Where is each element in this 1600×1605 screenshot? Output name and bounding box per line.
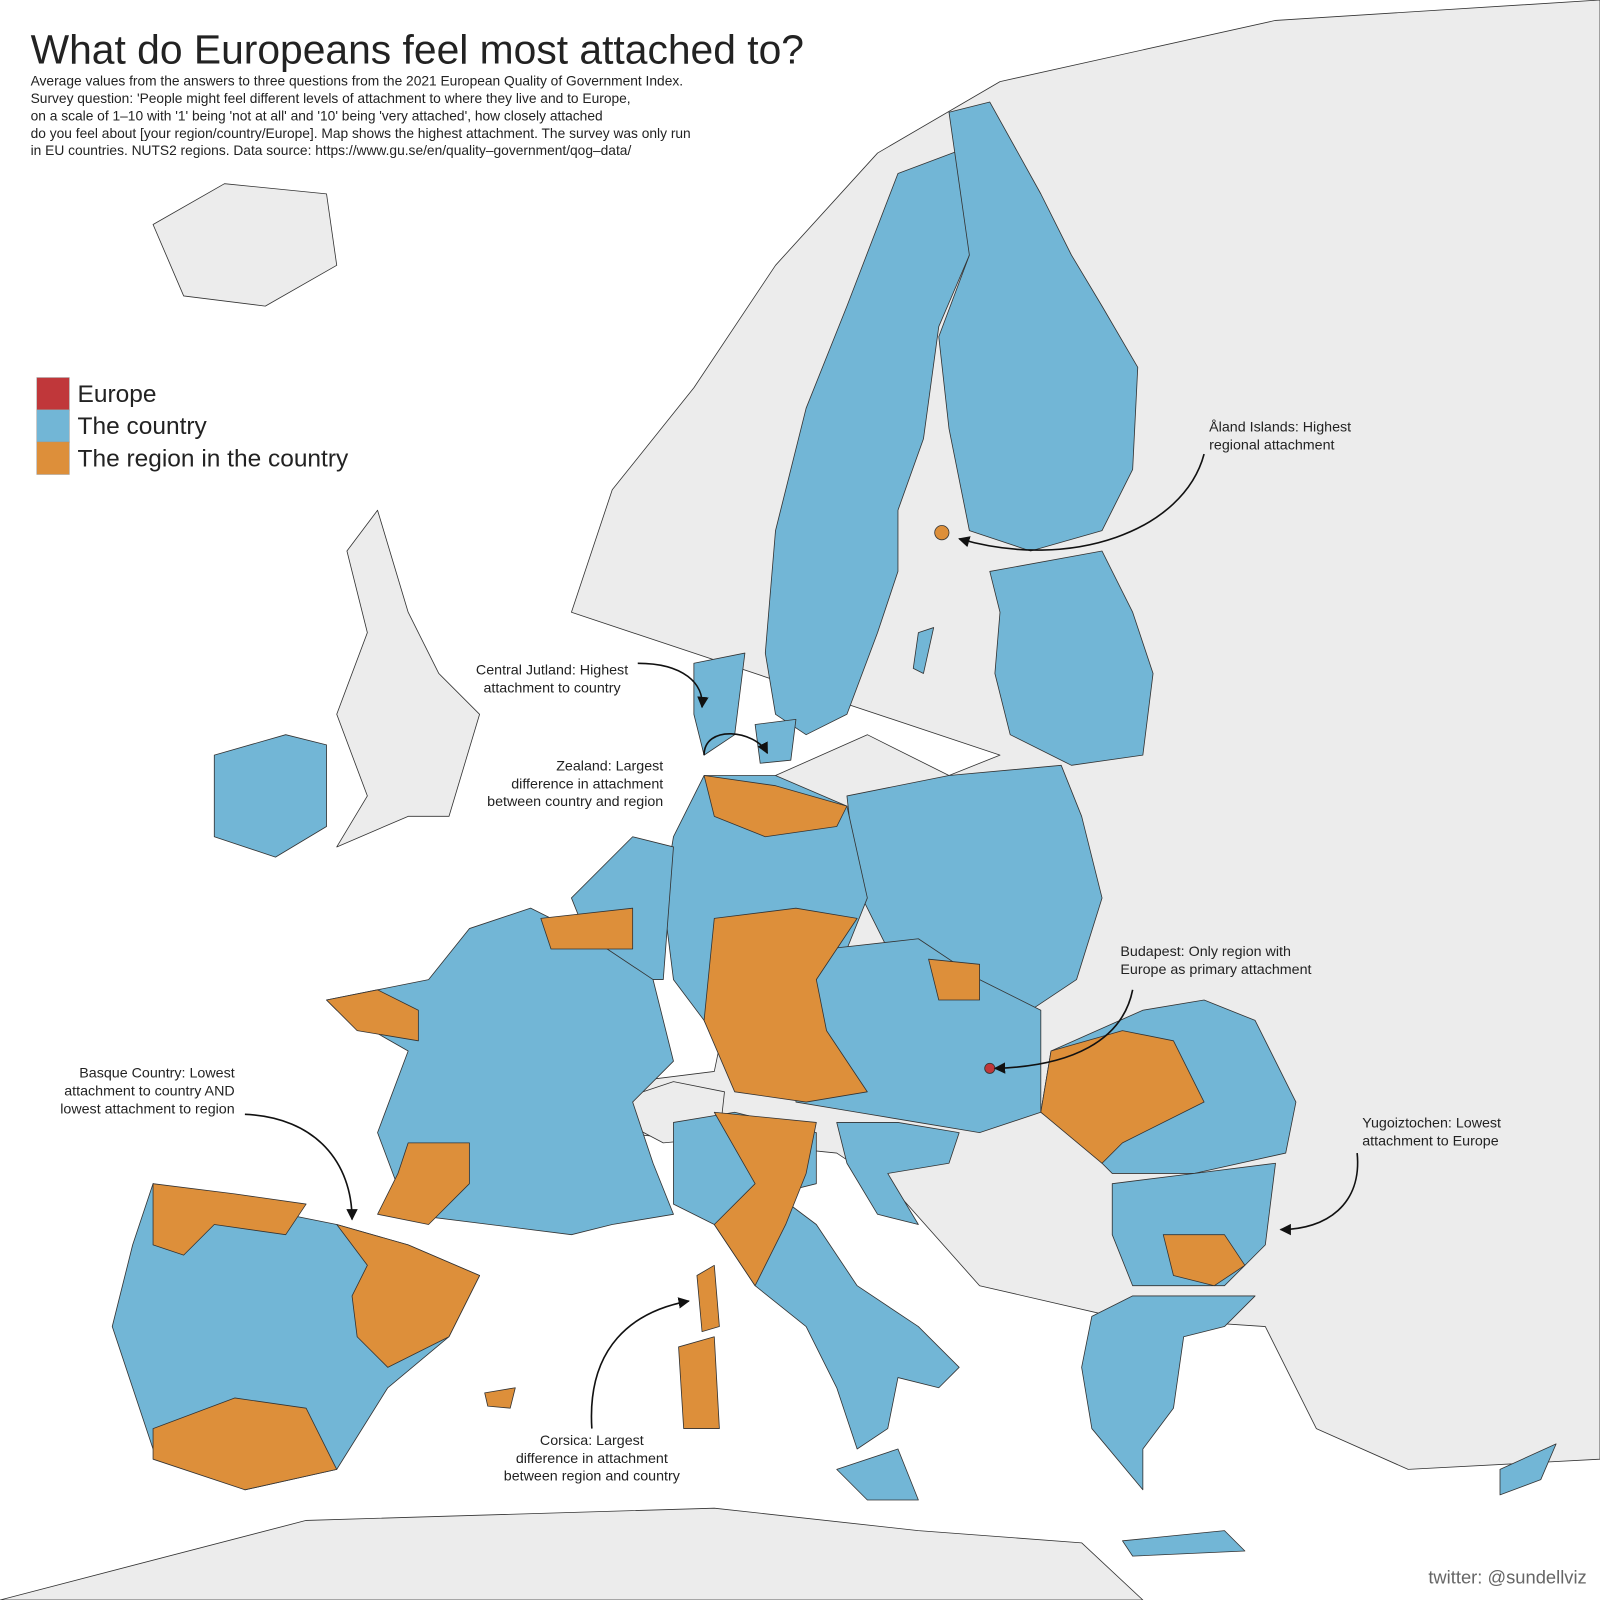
subtitle-line: do you feel about [your region/country/E…	[31, 126, 691, 141]
annotation-line: attachment to Europe	[1362, 1133, 1498, 1149]
annotation-line: Budapest: Only region with	[1120, 944, 1290, 960]
subtitle-line: Average values from the answers to three…	[31, 74, 683, 89]
budapest-region	[984, 1062, 996, 1074]
annotation-line: Åland Islands: Highest	[1209, 419, 1351, 436]
subtitle-line: Survey question: 'People might feel diff…	[31, 91, 631, 106]
subtitle-line: in EU countries. NUTS2 regions. Data sou…	[31, 143, 632, 158]
annotation-line: between country and region	[487, 794, 663, 810]
annotation-line: lowest attachment to region	[60, 1101, 234, 1117]
annotation-line: attachment to country	[483, 680, 621, 696]
annotation-line: Europe as primary attachment	[1120, 962, 1311, 978]
legend-swatch	[36, 409, 70, 443]
annotation-line: regional attachment	[1209, 437, 1334, 453]
annotation-line: Corsica: Largest	[540, 1433, 644, 1449]
annotation-arrows	[244, 453, 1359, 1429]
subtitle: Average values from the answers to three…	[31, 74, 691, 158]
annotation-line: Yugoiztochen: Lowest	[1362, 1116, 1501, 1132]
credit: twitter: @sundellviz	[1428, 1567, 1586, 1588]
annotation-line: attachment to country AND	[64, 1083, 234, 1099]
annotation-line: between region and country	[504, 1469, 681, 1485]
legend: Europe The country The region in the count…	[36, 377, 349, 475]
subtitle-line: on a scale of 1–10 with '1' being 'not a…	[31, 108, 603, 123]
legend-label: The country	[78, 413, 208, 440]
legend-label: Europe	[78, 381, 157, 408]
annotation-line: difference in attachment	[511, 776, 663, 792]
annotation-line: Basque Country: Lowest	[79, 1066, 234, 1082]
annotation-line: Zealand: Largest	[556, 758, 663, 774]
annotation-line: Central Jutland: Highest	[476, 662, 628, 678]
legend-swatch	[36, 377, 70, 411]
annotation-line: difference in attachment	[516, 1451, 668, 1467]
region-attachment-regions	[152, 525, 1246, 1491]
title: What do Europeans feel most attached to?	[31, 26, 804, 72]
legend-swatch	[36, 441, 70, 475]
legend-label: The region in the country	[78, 445, 349, 472]
